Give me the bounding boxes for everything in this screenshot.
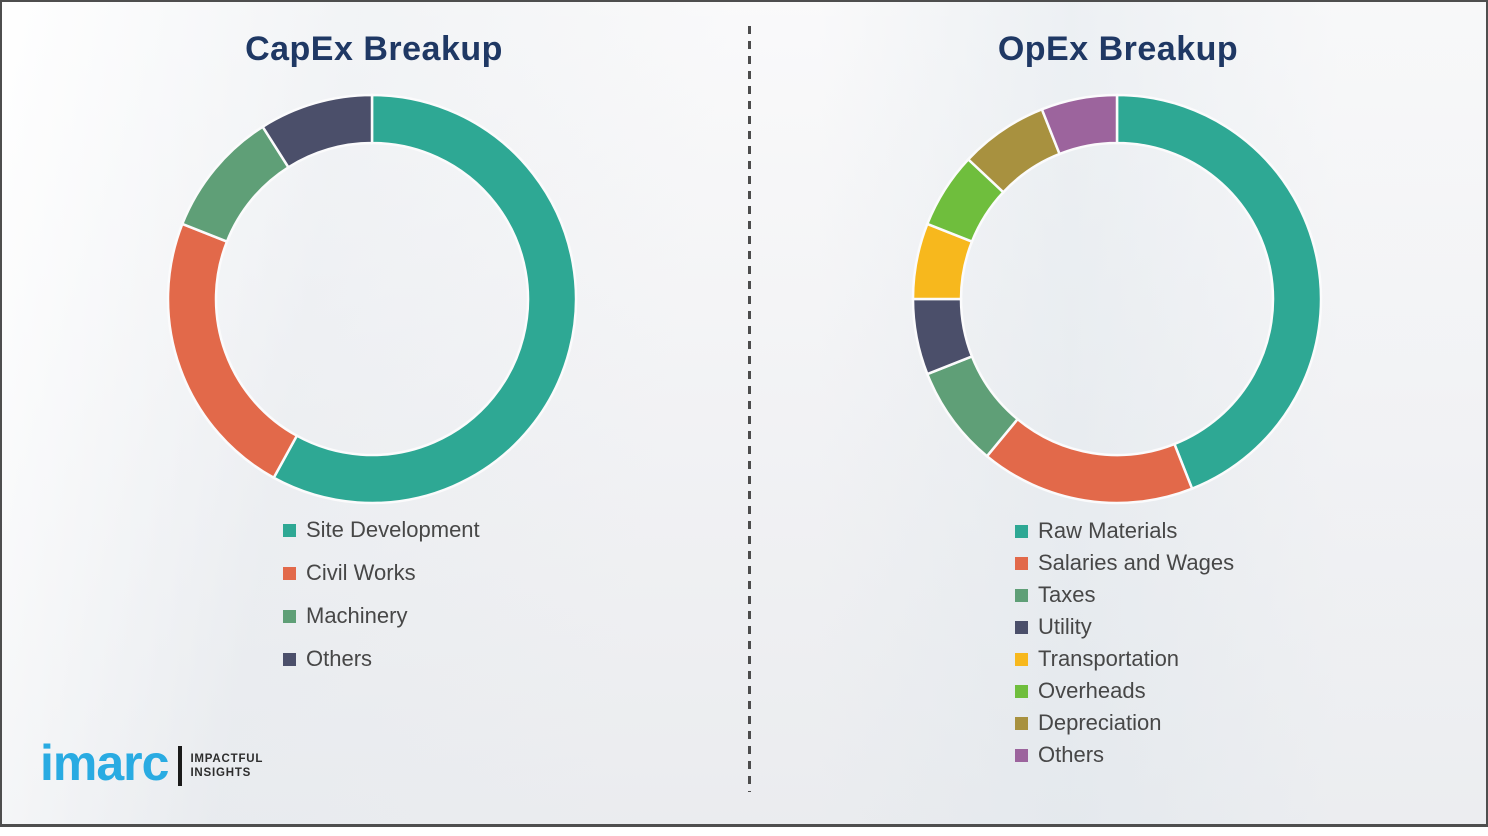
legend-swatch	[283, 566, 296, 580]
donut-segment-site-development	[272, 93, 578, 505]
donut-segment-others	[260, 93, 374, 170]
legend-label: Utility	[1038, 614, 1092, 639]
legend-label: Site Development	[306, 517, 480, 542]
legend-item-overheads: Overheads	[1015, 678, 1234, 704]
legend-swatch	[1015, 652, 1028, 666]
legend-swatch	[1015, 716, 1028, 730]
imarc-logo-tagline: IMPACTFUL INSIGHTS	[190, 752, 263, 781]
legend-label: Machinery	[306, 603, 408, 628]
legend-swatch	[1015, 524, 1028, 538]
legend-item-civil-works: Civil Works	[283, 560, 480, 586]
opex-donut-chart	[911, 93, 1323, 505]
donut-segment-civil-works	[166, 222, 299, 480]
legend-swatch	[283, 652, 296, 666]
legend-swatch	[283, 523, 296, 537]
legend-swatch	[1015, 620, 1028, 634]
legend-swatch	[1015, 684, 1028, 698]
legend-item-site-development: Site Development	[283, 517, 480, 543]
donut-segment-raw-materials	[1115, 93, 1323, 491]
legend-swatch	[283, 609, 296, 623]
capex-chart-title: CapEx Breakup	[245, 30, 503, 68]
donut-segment-salaries-and-wages	[985, 417, 1194, 505]
opex-panel: OpEx Breakup Raw Materials Salaries and …	[746, 2, 1488, 829]
legend-label: Taxes	[1038, 582, 1096, 607]
legend-item-transportation: Transportation	[1015, 646, 1234, 672]
capex-legend: Site Development Civil Works Machinery O…	[283, 517, 480, 689]
legend-label: Overheads	[1038, 678, 1146, 703]
vertical-dashed-divider	[748, 26, 751, 792]
legend-item-taxes: Taxes	[1015, 582, 1234, 608]
capex-donut-chart	[166, 93, 578, 505]
legend-item-salaries-and-wages: Salaries and Wages	[1015, 550, 1234, 576]
legend-label: Others	[1038, 742, 1105, 767]
legend-item-utility: Utility	[1015, 614, 1234, 640]
legend-item-machinery: Machinery	[283, 603, 480, 629]
legend-swatch	[1015, 556, 1028, 570]
legend-label: Salaries and Wages	[1038, 550, 1235, 575]
donut-segment-others	[1040, 93, 1119, 156]
legend-swatch	[1015, 748, 1028, 762]
legend-label: Others	[306, 646, 373, 671]
capex-panel: CapEx Breakup Site Development Civil Wor…	[2, 2, 746, 829]
legend-item-depreciation: Depreciation	[1015, 710, 1234, 736]
imarc-logo: imarc IMPACTFUL INSIGHTS	[40, 738, 263, 788]
legend-label: Raw Materials	[1038, 518, 1178, 543]
imarc-tagline-line2: INSIGHTS	[190, 767, 252, 779]
imarc-logo-divider-bar	[178, 746, 183, 786]
legend-item-raw-materials: Raw Materials	[1015, 518, 1234, 544]
opex-legend: Raw Materials Salaries and Wages Taxes U…	[1015, 518, 1234, 774]
legend-label: Civil Works	[306, 560, 416, 585]
legend-label: Transportation	[1038, 646, 1180, 671]
opex-chart-title: OpEx Breakup	[997, 30, 1239, 68]
imarc-logo-wordmark: imarc	[40, 735, 169, 791]
legend-swatch	[1015, 588, 1028, 602]
imarc-tagline-line1: IMPACTFUL	[190, 752, 264, 765]
legend-item-others-capex: Others	[283, 646, 480, 672]
legend-item-others-opex: Others	[1015, 742, 1234, 768]
legend-label: Depreciation	[1038, 710, 1162, 735]
